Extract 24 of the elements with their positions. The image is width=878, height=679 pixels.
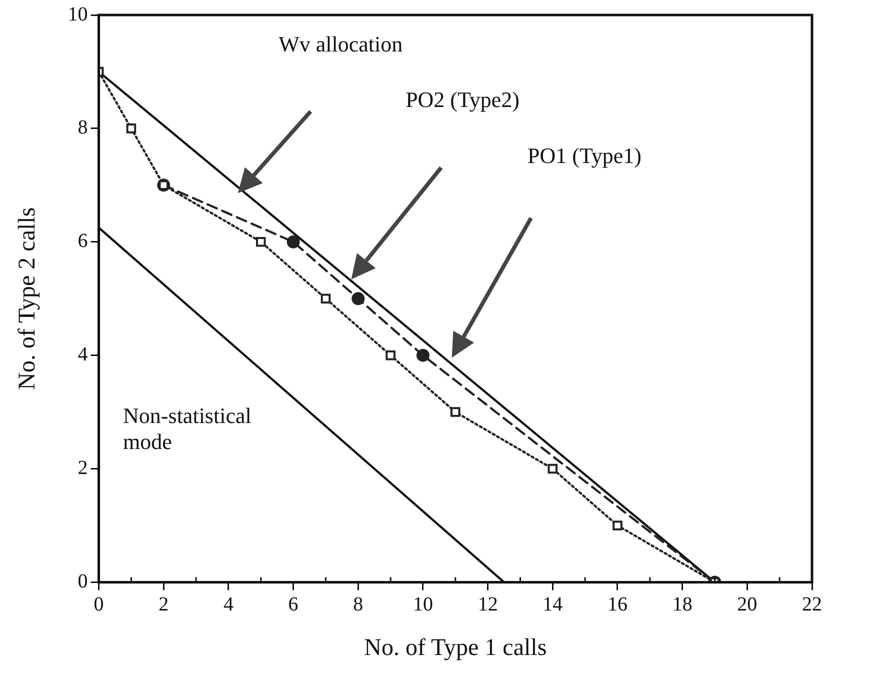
annotation: Non-statistical mode — [123, 403, 252, 454]
y-axis-title: No. of Type 2 calls — [14, 207, 41, 390]
x-tick-label: 18 — [672, 593, 692, 616]
y-tick-label: 6 — [78, 230, 88, 252]
x-tick-label: 16 — [607, 593, 628, 616]
x-axis-title: No. of Type 1 calls — [364, 634, 547, 661]
x-tick-label: 10 — [412, 593, 433, 616]
x-tick-label: 0 — [94, 593, 104, 616]
y-tick-label: 8 — [78, 116, 88, 139]
x-tick-label: 2 — [158, 593, 169, 616]
y-tick-label: 0 — [78, 570, 88, 592]
y-tick-label: 2 — [78, 457, 88, 480]
annotation: Wv allocation — [278, 31, 403, 56]
annotation: PO1 (Type1) — [528, 143, 642, 168]
x-tick-label: 12 — [478, 593, 498, 616]
y-tick-label: 4 — [78, 344, 88, 366]
x-tick-label: 6 — [288, 593, 298, 616]
x-tick-label: 4 — [223, 593, 234, 616]
y-tick-label: 10 — [68, 3, 88, 26]
x-tick-label: 8 — [353, 593, 364, 616]
annotation: PO2 (Type2) — [406, 86, 520, 112]
x-tick-label: 14 — [542, 593, 563, 616]
x-tick-label: 22 — [802, 593, 822, 616]
x-tick-label: 20 — [737, 593, 758, 616]
